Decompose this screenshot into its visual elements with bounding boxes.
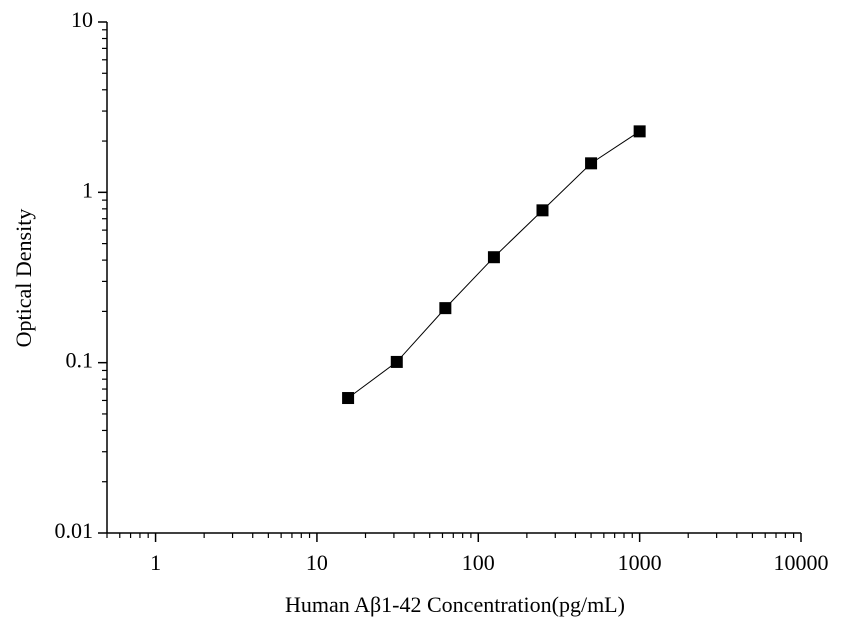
- x-tick-label: 1: [150, 550, 161, 575]
- data-point: [487, 251, 500, 264]
- x-axis-label: Human Aβ1-42 Concentration(pg/mL): [285, 592, 625, 617]
- x-tick-label: 100: [462, 550, 495, 575]
- data-point: [633, 125, 646, 138]
- y-tick-label: 0.01: [55, 518, 94, 543]
- data-point: [536, 204, 549, 217]
- y-tick-label: 1: [82, 177, 93, 202]
- data-point: [439, 302, 452, 315]
- y-tick-label: 0.1: [66, 348, 94, 373]
- y-axis-label: Optical Density: [11, 209, 36, 348]
- data-point: [390, 355, 403, 368]
- y-tick-label: 10: [71, 7, 93, 32]
- data-point: [585, 157, 598, 170]
- x-tick-label: 10000: [774, 550, 829, 575]
- data-point: [342, 392, 355, 405]
- x-tick-label: 1000: [618, 550, 662, 575]
- x-tick-label: 10: [306, 550, 328, 575]
